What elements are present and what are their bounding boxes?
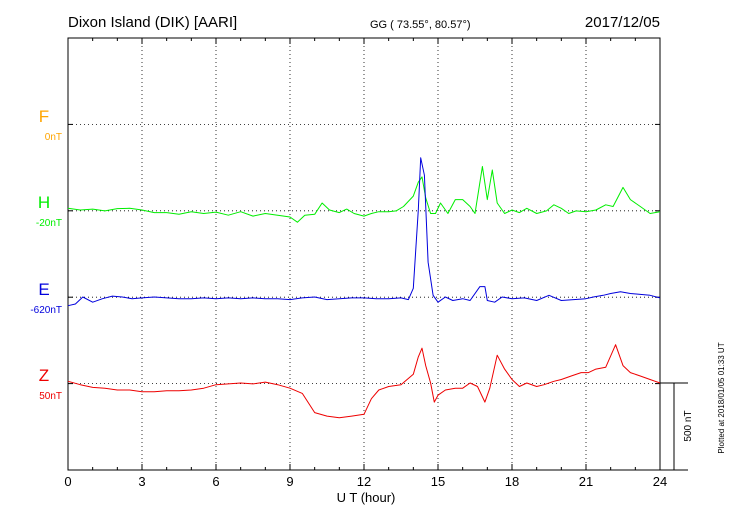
chart-date: 2017/12/05 — [585, 14, 660, 31]
x-tick-label: 12 — [357, 474, 371, 489]
x-tick-label: 18 — [505, 474, 519, 489]
scale-bar: 500 nT — [660, 382, 694, 471]
channel-name-F: F — [39, 107, 49, 126]
x-tick-label: 3 — [138, 474, 145, 489]
chart-title: Dixon Island (DIK) [AARI] — [68, 14, 237, 31]
station-coords: GG ( 73.55°, 80.57°) — [370, 19, 471, 31]
channel-name-Z: Z — [39, 366, 49, 385]
x-tick-label: 24 — [653, 474, 667, 489]
grid-lines — [68, 38, 660, 470]
plotted-timestamp: Plotted at 2018/01/05 01:33 UT — [717, 342, 726, 453]
channel-name-E: E — [38, 280, 49, 299]
x-tick-label: 9 — [286, 474, 293, 489]
channel-baseline-H: -20nT — [36, 218, 62, 229]
series-line-H — [67, 166, 661, 223]
channel-baseline-E: -620nT — [30, 305, 62, 316]
series-line-Z — [67, 344, 661, 419]
x-tick-label: 21 — [579, 474, 593, 489]
channel-baseline-Z: 50nT — [39, 391, 62, 402]
channel-baseline-F: 0nT — [45, 132, 62, 143]
x-axis-label: U T (hour) — [337, 490, 396, 505]
x-tick-label: 15 — [431, 474, 445, 489]
x-tick-label: 6 — [212, 474, 219, 489]
x-tick-label: 0 — [64, 474, 71, 489]
channel-name-H: H — [38, 193, 50, 212]
series-group — [67, 157, 661, 419]
channel-labels: F 0nT H -20nT E -620nT Z 50nT — [30, 107, 62, 402]
scale-bar-label: 500 nT — [683, 410, 694, 441]
x-ticks: 0 3 6 9 12 15 18 21 24 — [64, 38, 667, 489]
series-line-E — [67, 157, 661, 307]
